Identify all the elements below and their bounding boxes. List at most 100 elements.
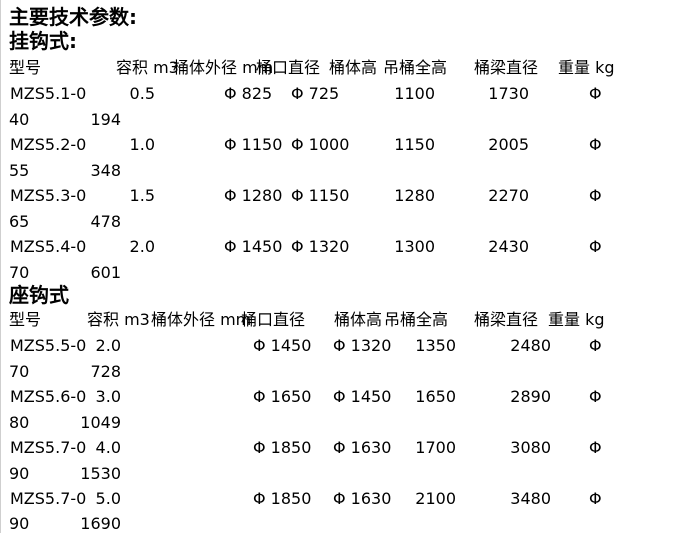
col-header-mouth-dia: 桶口直径 [256,58,321,77]
cell-weight: 601 [90,263,121,282]
cell-mouth-dia: Φ 1320 [333,336,392,355]
table-header-row: 型号 容积 m3 桶体外径 mm 桶口直径 桶体高 吊桶全高 桶梁直径 重量 k… [1,311,700,333]
cell-outer-dia: Φ 1150 [224,135,283,154]
col-header-beam-dia: 桶梁直径 [474,310,539,329]
cell-model: MZS5.6-0 [10,387,87,406]
cell-beam-dia: 90 [9,464,30,483]
cell-weight: 1530 [80,464,121,483]
cell-total-height: 1730 [488,84,529,103]
cell-total-height: 2890 [510,387,551,406]
cell-model: MZS5.7-0 [10,438,87,457]
col-header-mouth-dia: 桶口直径 [241,310,306,329]
table-row: MZS5.7-0 5.0 Φ 1850 Φ 1630 2100 3480 Φ [1,490,700,512]
cell-total-height: 2480 [510,336,551,355]
section-heading-seat-hook-type: 座钩式 [9,283,69,307]
table-header-row: 型号 容积 m3 桶体外径 mm 桶口直径 桶体高 吊桶全高 桶梁直径 重量 k… [1,59,700,81]
cell-mouth-dia: Φ 1630 [333,489,392,508]
col-header-volume: 容积 m3 [87,310,150,329]
cell-body-height: 1100 [394,84,435,103]
table-row: MZS5.1-0 0.5 Φ 825 Φ 725 1100 1730 Φ [1,85,700,107]
table-row: MZS5.6-0 3.0 Φ 1650 Φ 1450 1650 2890 Φ [1,388,700,410]
cell-beam-symbol: Φ [589,237,602,256]
col-header-total-height: 吊桶全高 [384,310,449,329]
table-row-continuation: 90 1530 [1,465,700,487]
cell-body-height: 1150 [394,135,435,154]
cell-model: MZS5.4-0 [10,237,87,256]
cell-beam-dia: 55 [9,161,30,180]
cell-outer-dia: Φ 1850 [253,438,312,457]
cell-body-height: 1350 [415,336,456,355]
cell-model: MZS5.5-0 [10,336,87,355]
cell-mouth-dia: Φ 1000 [291,135,350,154]
cell-volume: 5.0 [95,489,121,508]
cell-beam-dia: 70 [9,362,30,381]
table-row: MZS5.4-0 2.0 Φ 1450 Φ 1320 1300 2430 Φ [1,238,700,260]
cell-volume: 3.0 [95,387,121,406]
cell-beam-symbol: Φ [589,186,602,205]
table-row-continuation: 70 728 [1,363,700,385]
cell-body-height: 1700 [415,438,456,457]
cell-mouth-dia: Φ 1450 [333,387,392,406]
cell-body-height: 1650 [415,387,456,406]
cell-body-height: 1280 [394,186,435,205]
table-row-continuation: 55 348 [1,162,700,184]
cell-weight: 1049 [80,413,121,432]
cell-body-height: 1300 [394,237,435,256]
cell-outer-dia: Φ 825 [224,84,273,103]
cell-total-height: 3480 [510,489,551,508]
cell-total-height: 2430 [488,237,529,256]
cell-total-height: 3080 [510,438,551,457]
cell-weight: 728 [90,362,121,381]
cell-mouth-dia: Φ 1320 [291,237,350,256]
cell-beam-symbol: Φ [589,438,602,457]
cell-beam-symbol: Φ [589,84,602,103]
col-header-total-height: 吊桶全高 [383,58,448,77]
table-row-continuation: 65 478 [1,213,700,235]
cell-total-height: 2005 [488,135,529,154]
cell-beam-symbol: Φ [589,489,602,508]
col-header-weight: 重量 kg [548,310,605,329]
cell-outer-dia: Φ 1450 [253,336,312,355]
cell-outer-dia: Φ 1850 [253,489,312,508]
col-header-model: 型号 [9,310,42,329]
cell-outer-dia: Φ 1280 [224,186,283,205]
page-title: 主要技术参数: [9,5,137,29]
table-row-continuation: 80 1049 [1,414,700,436]
cell-model: MZS5.3-0 [10,186,87,205]
cell-mouth-dia: Φ 1150 [291,186,350,205]
cell-weight: 194 [90,110,121,129]
cell-beam-dia: 65 [9,212,30,231]
table-row-continuation: 40 194 [1,111,700,133]
cell-mouth-dia: Φ 1630 [333,438,392,457]
col-header-outer-dia: 桶体外径 mm [151,310,252,329]
table-row-continuation: 70 601 [1,264,700,286]
cell-weight: 1690 [80,514,121,533]
cell-weight: 348 [90,161,121,180]
cell-volume: 2.0 [95,336,121,355]
cell-outer-dia: Φ 1650 [253,387,312,406]
cell-weight: 478 [90,212,121,231]
cell-model: MZS5.2-0 [10,135,87,154]
cell-body-height: 2100 [415,489,456,508]
col-header-outer-dia: 桶体外径 mm [173,58,274,77]
cell-beam-dia: 40 [9,110,30,129]
cell-beam-symbol: Φ [589,387,602,406]
cell-beam-dia: 90 [9,514,30,533]
col-header-beam-dia: 桶梁直径 [474,58,539,77]
section-heading-hook-type: 挂钩式: [9,29,77,53]
col-header-body-height: 桶体高 [334,310,383,329]
cell-beam-symbol: Φ [589,336,602,355]
table-row: MZS5.2-0 1.0 Φ 1150 Φ 1000 1150 2005 Φ [1,136,700,158]
cell-volume: 2.0 [129,237,155,256]
col-header-volume: 容积 m3 [116,58,179,77]
cell-volume: 1.0 [129,135,155,154]
cell-beam-symbol: Φ [589,135,602,154]
cell-total-height: 2270 [488,186,529,205]
cell-volume: 4.0 [95,438,121,457]
cell-beam-dia: 70 [9,263,30,282]
cell-volume: 0.5 [129,84,155,103]
col-header-model: 型号 [9,58,42,77]
cell-volume: 1.5 [129,186,155,205]
table-row: MZS5.5-0 2.0 Φ 1450 Φ 1320 1350 2480 Φ [1,337,700,359]
